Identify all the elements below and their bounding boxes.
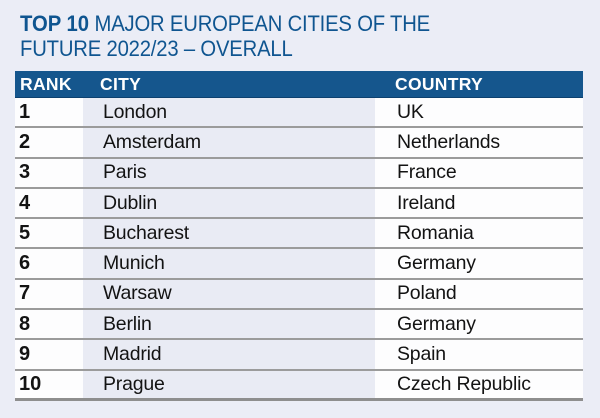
country-cell: Germany [375,249,583,278]
city-cell: Warsaw [83,279,375,309]
rank-cell: 10 [15,370,83,398]
country-cell: Netherlands [375,128,583,157]
rank-cell: 5 [15,219,83,248]
city-cell: Madrid [83,340,375,369]
country-cell: UK [375,98,583,127]
city-cell: Amsterdam [83,128,375,157]
country-cell: Ireland [375,188,583,218]
table-row: 4 Dublin Ireland [15,188,583,220]
page-title-line1-rest: MAJOR EUROPEAN CITIES OF THE [94,11,431,36]
header-cell-city: CITY [100,73,142,94]
rank-cell: 3 [15,158,83,187]
rank-cell: 2 [15,128,83,157]
table-header-row: RANK CITY COUNTRY [15,71,583,98]
city-cell: Berlin [83,310,375,339]
city-cell: Prague [83,370,375,398]
country-cell: Romania [375,219,583,248]
country-cell: Czech Republic [375,370,583,398]
page-title-line2: FUTURE 2022/23 – OVERALL [20,36,293,61]
table-row: 9 Madrid Spain [15,340,583,371]
table-row: 10 Prague Czech Republic [15,370,583,401]
country-cell: France [375,158,583,187]
table-row: 5 Bucharest Romania [15,219,583,250]
page-title-bold: TOP 10 [20,11,90,36]
header-cell-rank: RANK [20,73,72,94]
header-cell-country: COUNTRY [395,73,483,94]
country-cell: Spain [375,340,583,369]
rank-cell: 1 [15,98,83,127]
rank-cell: 4 [15,188,83,218]
table-row: 3 Paris France [15,158,583,189]
city-cell: Bucharest [83,219,375,248]
city-cell: Dublin [83,188,375,218]
table-row: 6 Munich Germany [15,249,583,280]
rank-cell: 7 [15,279,83,309]
table-row: 8 Berlin Germany [15,310,583,341]
page-title: TOP 10 MAJOR EUROPEAN CITIES OF THE FUTU… [20,11,430,61]
city-cell: London [83,98,375,127]
rank-cell: 9 [15,340,83,369]
table-row: 7 Warsaw Poland [15,279,583,311]
page-title-line1: TOP 10 MAJOR EUROPEAN CITIES OF THE [20,11,430,36]
city-cell: Paris [83,158,375,187]
rank-cell: 8 [15,310,83,339]
ranking-table: RANK CITY COUNTRY 1 London UK 2 Amsterda… [15,71,583,401]
city-cell: Munich [83,249,375,278]
country-cell: Germany [375,310,583,339]
table-row: 2 Amsterdam Netherlands [15,128,583,159]
rank-cell: 6 [15,249,83,278]
table-row: 1 London UK [15,98,583,129]
country-cell: Poland [375,279,583,309]
